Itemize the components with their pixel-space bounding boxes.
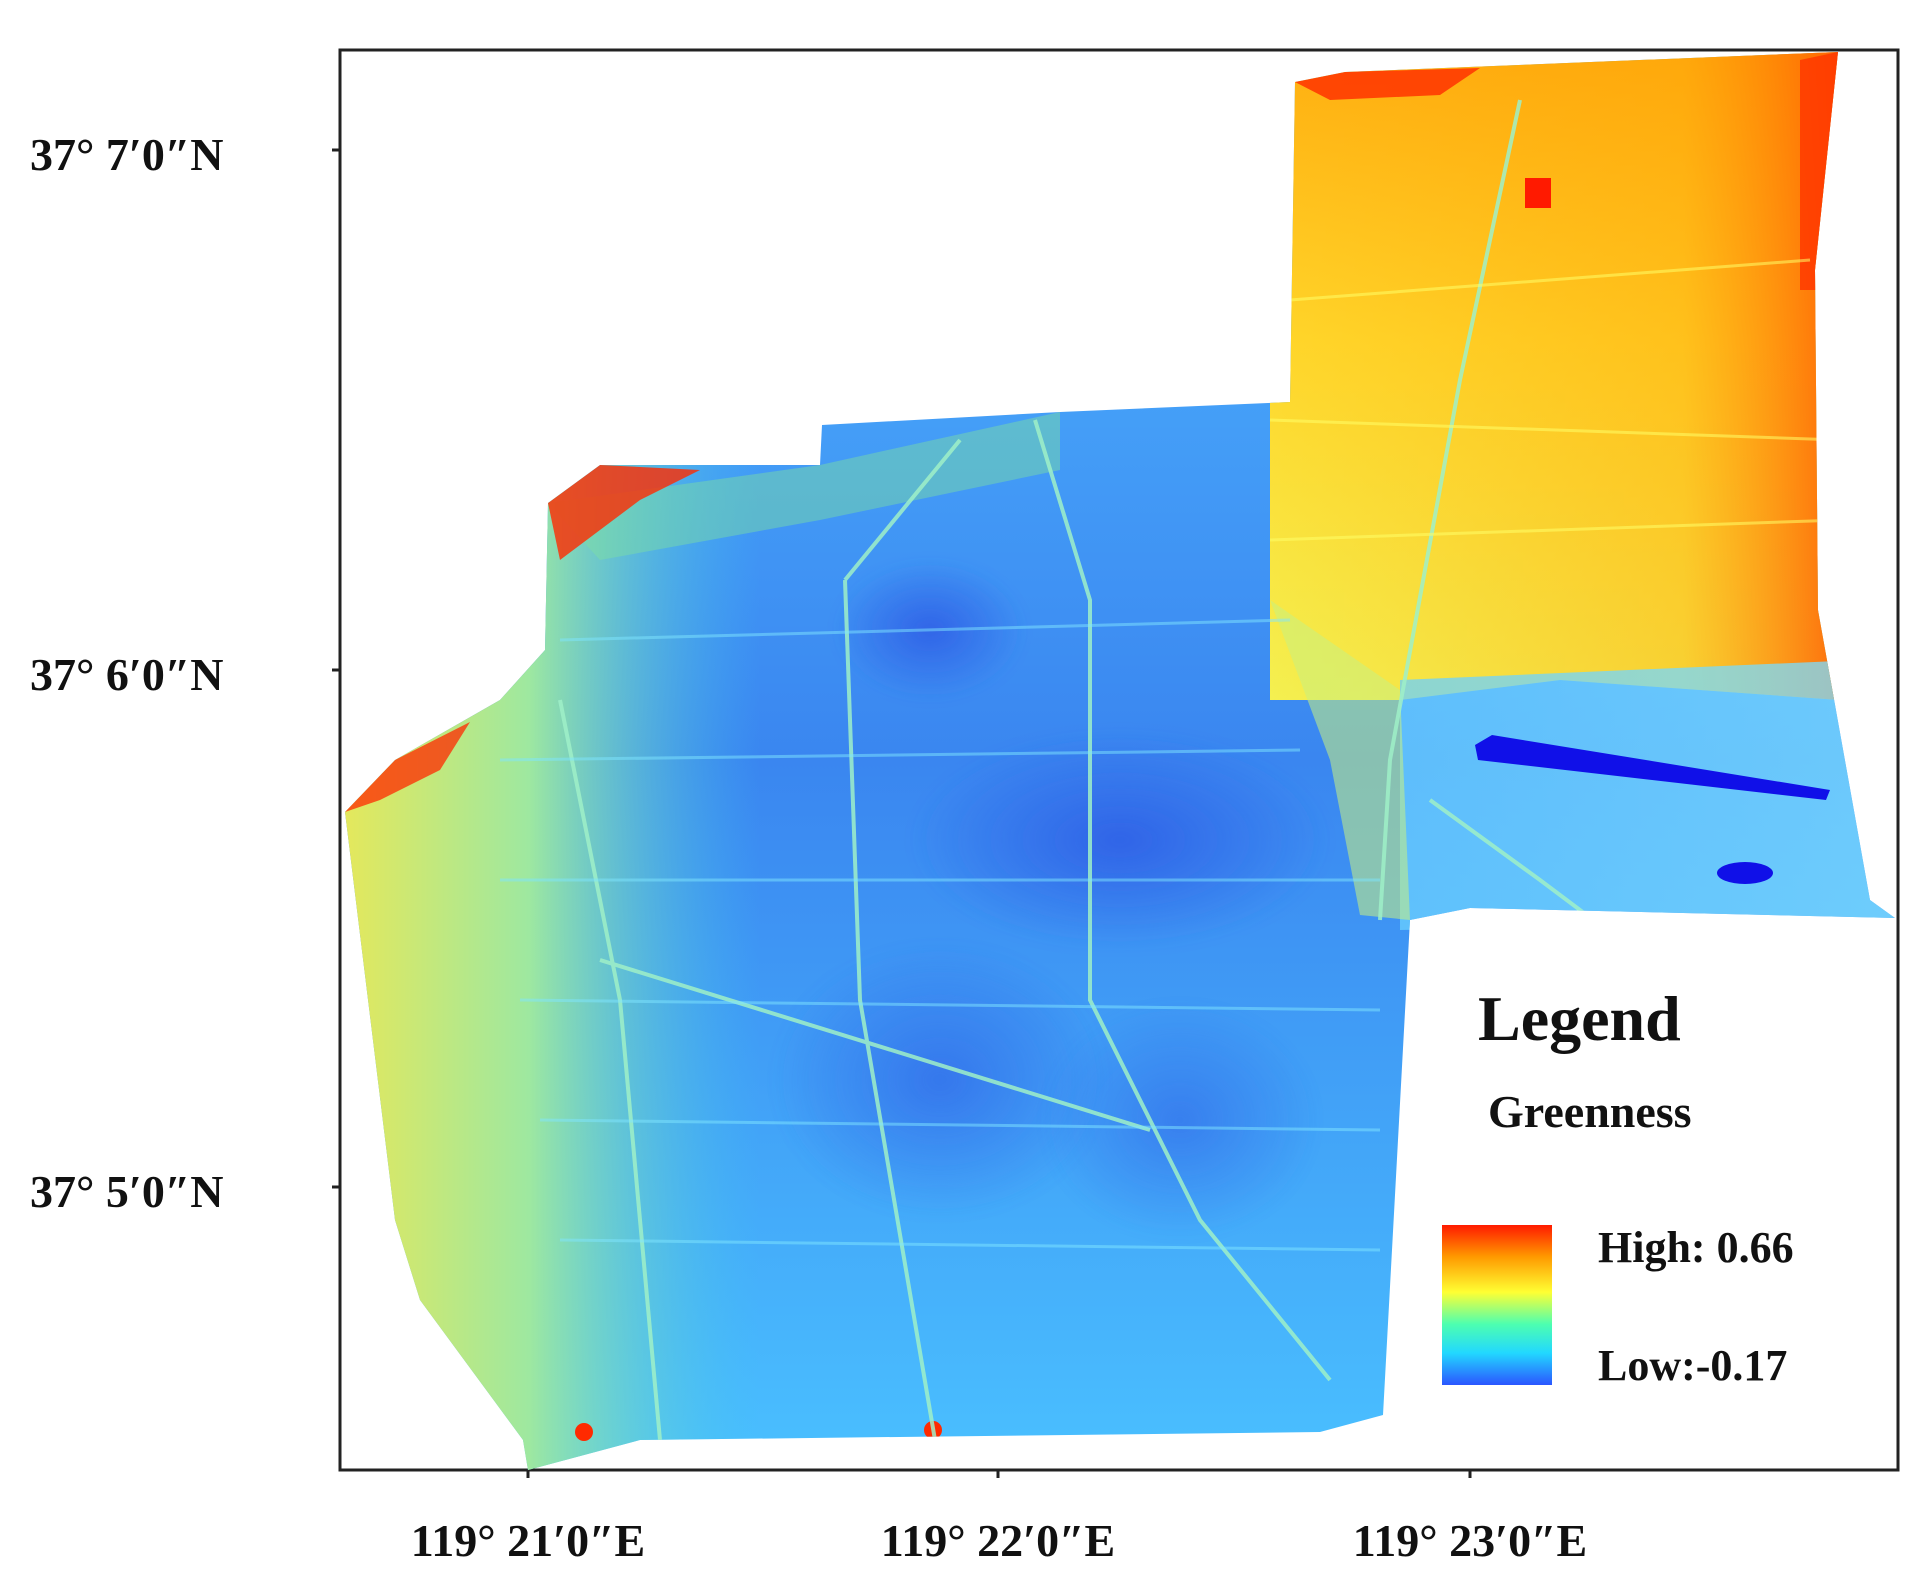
longitude-axis [526,1470,1472,1478]
legend-title: Legend [1478,983,1681,1054]
longitude-tick-label: 119° 23′0″E [1353,1515,1587,1566]
legend-high-label: High: 0.66 [1598,1223,1794,1272]
legend-variable: Greenness [1488,1086,1692,1137]
latitude-tick-label: 37° 7′0″N [30,129,223,180]
longitude-tick-label: 119° 22′0″E [881,1515,1115,1566]
legend-low-label: Low:-0.17 [1598,1341,1787,1390]
latitude-axis [332,148,340,1189]
latitude-tick-label: 37° 5′0″N [30,1166,223,1217]
legend-color-ramp [1442,1225,1552,1385]
latitude-tick-label: 37° 6′0″N [30,649,223,700]
legend: Legend Greenness High: 0.66 Low:-0.17 [1442,983,1794,1390]
longitude-tick-label: 119° 21′0″E [411,1515,645,1566]
